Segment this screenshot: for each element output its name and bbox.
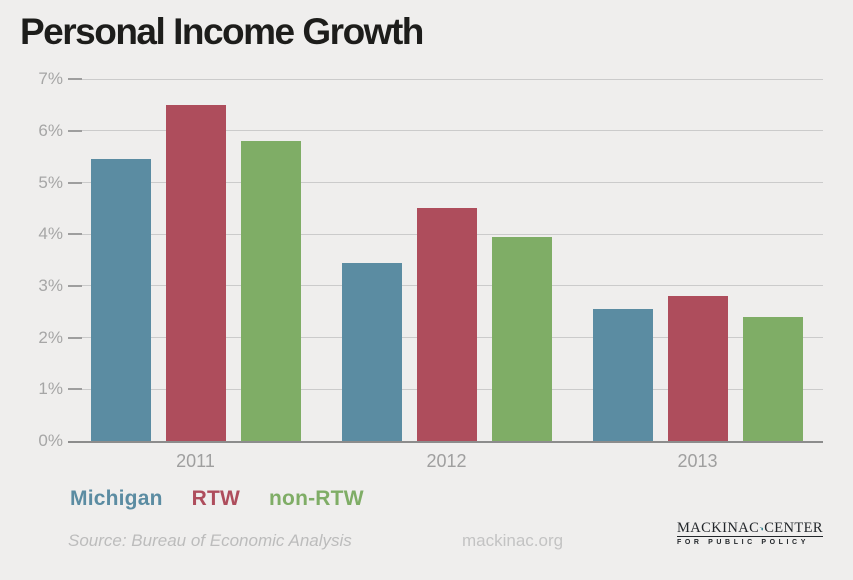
y-tick-mark-2 bbox=[68, 336, 82, 339]
bar-non-rtw-2013 bbox=[743, 316, 803, 441]
legend: Michigan RTW non-RTW bbox=[70, 487, 364, 511]
x-axis-baseline bbox=[68, 441, 823, 443]
bar-non-rtw-2012 bbox=[492, 236, 552, 441]
x-axis-label-2011: 2011 bbox=[176, 451, 215, 471]
y-axis-label-7: 7% bbox=[38, 69, 63, 89]
y-axis-label-6: 6% bbox=[38, 120, 63, 140]
y-axis-label-4: 4% bbox=[38, 224, 63, 244]
legend-item-non-rtw: non-RTW bbox=[269, 487, 364, 510]
bar-michigan-2013 bbox=[593, 309, 653, 441]
y-tick-mark-3 bbox=[68, 284, 82, 287]
bar-rtw-2012 bbox=[417, 208, 477, 441]
logo-tagline: FOR PUBLIC POLICY bbox=[677, 539, 809, 546]
bar-michigan-2012 bbox=[342, 262, 402, 441]
michigan-state-icon bbox=[759, 527, 764, 531]
gridline-5 bbox=[68, 182, 823, 183]
logo-divider bbox=[677, 536, 823, 537]
y-tick-mark-4 bbox=[68, 233, 82, 236]
logo-name-right: CENTER bbox=[764, 519, 823, 536]
legend-item-rtw: RTW bbox=[191, 487, 241, 510]
y-tick-mark-6 bbox=[68, 129, 82, 132]
bar-non-rtw-2011 bbox=[241, 141, 301, 441]
y-axis-label-0: 0% bbox=[38, 431, 63, 450]
x-axis-label-2012: 2012 bbox=[426, 451, 467, 471]
mackinac-center-logo: MACKINAC CENTER FOR PUBLIC POLICY bbox=[677, 519, 823, 546]
logo-name-row: MACKINAC CENTER bbox=[677, 519, 823, 535]
logo-name-left: MACKINAC bbox=[677, 519, 760, 536]
bar-rtw-2013 bbox=[668, 296, 728, 441]
chart-title: Personal Income Growth bbox=[20, 11, 424, 52]
gridline-6 bbox=[68, 130, 823, 132]
y-tick-mark-1 bbox=[68, 388, 82, 391]
y-axis-label-3: 3% bbox=[38, 275, 63, 295]
y-axis-label-5: 5% bbox=[38, 172, 63, 192]
y-axis-label-2: 2% bbox=[38, 327, 63, 347]
bar-michigan-2011 bbox=[91, 159, 151, 441]
y-tick-mark-5 bbox=[68, 181, 82, 184]
website-text: mackinac.org bbox=[462, 531, 564, 550]
bar-rtw-2011 bbox=[166, 104, 226, 441]
legend-item-michigan: Michigan bbox=[70, 487, 163, 510]
x-axis-label-2013: 2013 bbox=[677, 451, 718, 471]
y-axis-label-1: 1% bbox=[38, 379, 63, 399]
source-note: Source: Bureau of Economic Analysis bbox=[68, 531, 352, 550]
gridline-7 bbox=[68, 78, 823, 80]
y-tick-mark-7 bbox=[68, 78, 82, 81]
